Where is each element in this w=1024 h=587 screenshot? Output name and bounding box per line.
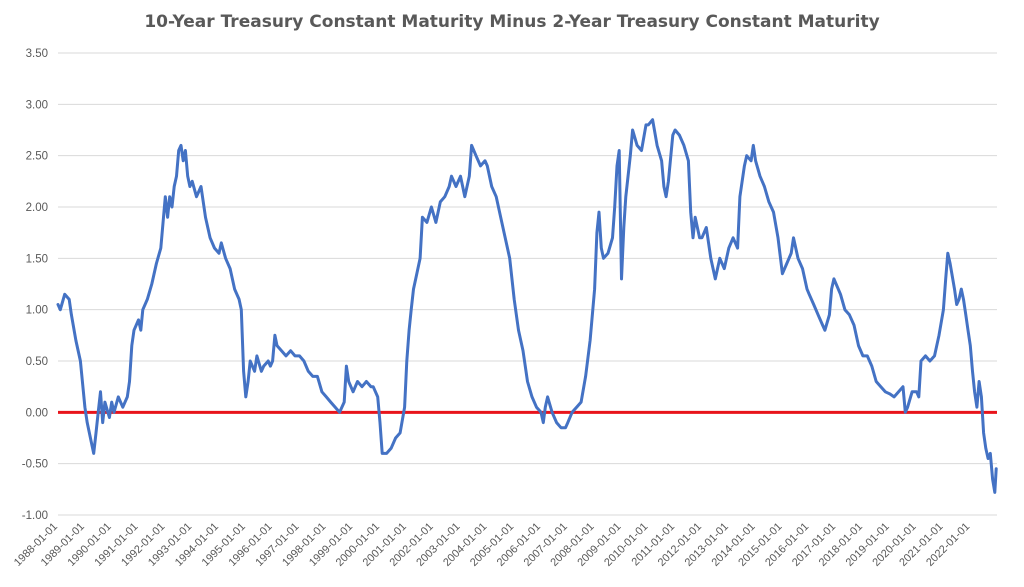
y-tick-label: 0.50: [26, 356, 48, 368]
y-tick-label: 1.50: [26, 253, 48, 265]
y-tick-label: 2.00: [26, 202, 48, 214]
y-tick-label: 0.00: [26, 407, 48, 419]
y-tick-label: -0.50: [22, 459, 48, 471]
y-tick-label: 3.00: [26, 99, 48, 111]
y-tick-label: -1.00: [22, 510, 48, 522]
gridlines: [58, 52, 997, 516]
y-tick-label: 1.00: [26, 305, 48, 317]
x-axis-ticks: 1988-01-011989-01-011990-01-011991-01-01…: [12, 521, 973, 569]
y-axis-ticks: 3.50 3.00 2.50 2.00 1.50 1.00 0.50 0.00 -0.50 -1.…: [22, 48, 48, 522]
y-tick-label: 3.50: [26, 48, 48, 60]
series-line: [56, 118, 998, 494]
y-tick-label: 2.50: [26, 151, 48, 163]
chart-title: 10-Year Treasury Constant Maturity Minus…: [144, 12, 880, 32]
